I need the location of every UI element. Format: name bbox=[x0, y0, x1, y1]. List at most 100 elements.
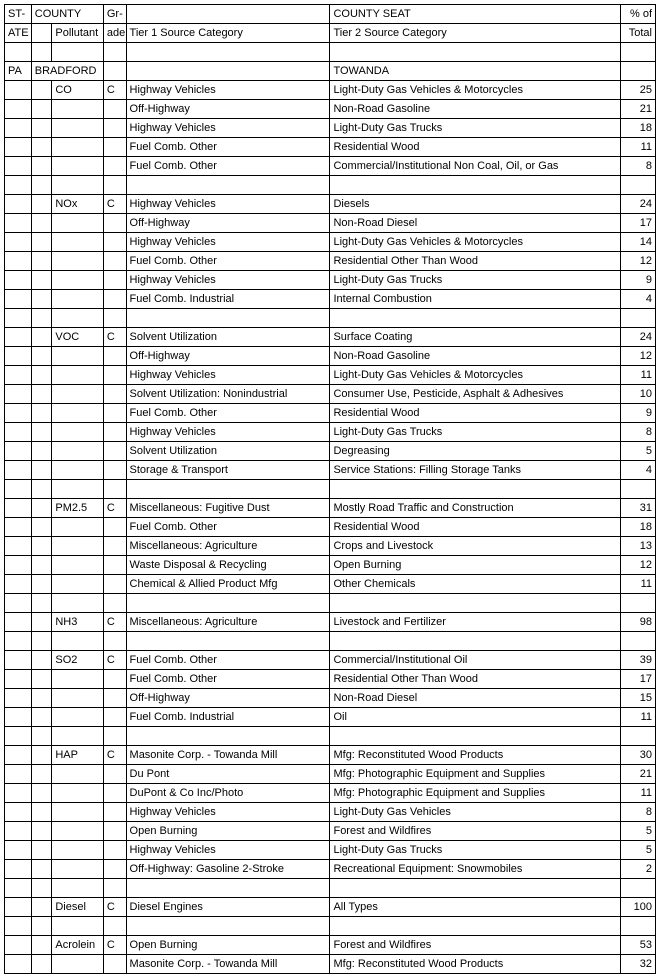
table-row: DuPont & Co Inc/PhotoMfg: Photographic E… bbox=[5, 784, 656, 803]
tier2-cell: Mfg: Photographic Equipment and Supplies bbox=[330, 784, 620, 803]
pct-cell: 11 bbox=[620, 138, 655, 157]
tier1-cell: Storage & Transport bbox=[126, 461, 330, 480]
hdr-tier1: Tier 1 Source Category bbox=[126, 24, 330, 43]
table-row bbox=[5, 727, 656, 746]
tier2-cell: Light-Duty Gas Trucks bbox=[330, 841, 620, 860]
tier2-cell: Internal Combustion bbox=[330, 290, 620, 309]
tier1-cell: Off-Highway bbox=[126, 100, 330, 119]
tier1-cell: Highway Vehicles bbox=[126, 271, 330, 290]
tier2-cell: Diesels bbox=[330, 195, 620, 214]
table-row bbox=[5, 917, 656, 936]
table-row: NH3CMiscellaneous: AgricultureLivestock … bbox=[5, 613, 656, 632]
tier1-cell: Highway Vehicles bbox=[126, 81, 330, 100]
tier2-cell: Recreational Equipment: Snowmobiles bbox=[330, 860, 620, 879]
tier2-cell: Surface Coating bbox=[330, 328, 620, 347]
pollutant-cell: NOx bbox=[52, 195, 104, 214]
hdr-pct: % of bbox=[620, 5, 655, 24]
tier1-cell: Off-Highway: Gasoline 2-Stroke bbox=[126, 860, 330, 879]
tier1-cell: Miscellaneous: Agriculture bbox=[126, 613, 330, 632]
table-row bbox=[5, 480, 656, 499]
pct-cell: 13 bbox=[620, 537, 655, 556]
table-row: DieselCDiesel EnginesAll Types100 bbox=[5, 898, 656, 917]
tier1-cell: Fuel Comb. Other bbox=[126, 651, 330, 670]
table-row: Off-HighwayNon-Road Gasoline12 bbox=[5, 347, 656, 366]
tier2-cell: Non-Road Gasoline bbox=[330, 347, 620, 366]
tier1-cell: Chemical & Allied Product Mfg bbox=[126, 575, 330, 594]
pct-cell: 5 bbox=[620, 841, 655, 860]
tier1-cell: Diesel Engines bbox=[126, 898, 330, 917]
pct-cell: 11 bbox=[620, 784, 655, 803]
tier2-cell: Residential Other Than Wood bbox=[330, 670, 620, 689]
grade-cell: C bbox=[103, 651, 126, 670]
hdr-grade: Gr- bbox=[103, 5, 126, 24]
pct-cell: 30 bbox=[620, 746, 655, 765]
tier1-cell: Fuel Comb. Other bbox=[126, 138, 330, 157]
pct-cell: 31 bbox=[620, 499, 655, 518]
pct-cell: 17 bbox=[620, 670, 655, 689]
tier2-cell: Open Burning bbox=[330, 556, 620, 575]
grade-cell: C bbox=[103, 328, 126, 347]
tier1-cell: Fuel Comb. Industrial bbox=[126, 708, 330, 727]
pct-cell: 21 bbox=[620, 765, 655, 784]
tier1-cell: Fuel Comb. Other bbox=[126, 518, 330, 537]
table-row: Fuel Comb. OtherResidential Other Than W… bbox=[5, 252, 656, 271]
tier2-cell: Consumer Use, Pesticide, Asphalt & Adhes… bbox=[330, 385, 620, 404]
table-row: Highway VehiclesLight-Duty Gas Vehicles8 bbox=[5, 803, 656, 822]
pollutant-cell: VOC bbox=[52, 328, 104, 347]
table-row: Solvent Utilization: NonindustrialConsum… bbox=[5, 385, 656, 404]
tier2-cell: Residential Wood bbox=[330, 518, 620, 537]
grade-cell: C bbox=[103, 746, 126, 765]
pct-cell: 9 bbox=[620, 404, 655, 423]
pct-cell: 8 bbox=[620, 423, 655, 442]
pct-cell: 11 bbox=[620, 708, 655, 727]
table-row: Waste Disposal & RecyclingOpen Burning12 bbox=[5, 556, 656, 575]
pct-cell: 21 bbox=[620, 100, 655, 119]
table-row: VOCCSolvent UtilizationSurface Coating24 bbox=[5, 328, 656, 347]
hdr-state2: ATE bbox=[5, 24, 32, 43]
tier2-cell: Light-Duty Gas Trucks bbox=[330, 271, 620, 290]
table-row: Off-HighwayNon-Road Gasoline21 bbox=[5, 100, 656, 119]
tier1-cell: Fuel Comb. Other bbox=[126, 157, 330, 176]
tier1-cell: Highway Vehicles bbox=[126, 423, 330, 442]
header-row-1: ST-COUNTYGr-COUNTY SEAT% of bbox=[5, 5, 656, 24]
hdr-grade2: ade bbox=[103, 24, 126, 43]
pct-cell: 53 bbox=[620, 936, 655, 955]
tier1-cell: Highway Vehicles bbox=[126, 119, 330, 138]
pct-cell: 4 bbox=[620, 461, 655, 480]
table-row: Fuel Comb. OtherCommercial/Institutional… bbox=[5, 157, 656, 176]
tier2-cell: Residential Wood bbox=[330, 138, 620, 157]
tier2-cell: Mfg: Reconstituted Wood Products bbox=[330, 955, 620, 974]
hdr-pct2: Total bbox=[620, 24, 655, 43]
table-row bbox=[5, 879, 656, 898]
tier1-cell: Highway Vehicles bbox=[126, 195, 330, 214]
pct-cell: 12 bbox=[620, 347, 655, 366]
table-row: Off-Highway: Gasoline 2-StrokeRecreation… bbox=[5, 860, 656, 879]
tier2-cell: Oil bbox=[330, 708, 620, 727]
table-row: Solvent UtilizationDegreasing5 bbox=[5, 442, 656, 461]
hdr-countyseat: COUNTY SEAT bbox=[330, 5, 620, 24]
tier2-cell: Livestock and Fertilizer bbox=[330, 613, 620, 632]
tier2-cell: Forest and Wildfires bbox=[330, 822, 620, 841]
table-row: Fuel Comb. OtherResidential Wood9 bbox=[5, 404, 656, 423]
table-row: Off-HighwayNon-Road Diesel17 bbox=[5, 214, 656, 233]
tier2-cell: Light-Duty Gas Vehicles & Motorcycles bbox=[330, 81, 620, 100]
table-row: Fuel Comb. IndustrialInternal Combustion… bbox=[5, 290, 656, 309]
table-row: Fuel Comb. OtherResidential Wood18 bbox=[5, 518, 656, 537]
tier1-cell: Highway Vehicles bbox=[126, 841, 330, 860]
table-row: Storage & TransportService Stations: Fil… bbox=[5, 461, 656, 480]
table-row bbox=[5, 594, 656, 613]
pct-cell: 24 bbox=[620, 195, 655, 214]
pct-cell: 32 bbox=[620, 955, 655, 974]
table-row: SO2CFuel Comb. OtherCommercial/Instituti… bbox=[5, 651, 656, 670]
table-row: Highway VehiclesLight-Duty Gas Trucks9 bbox=[5, 271, 656, 290]
pollutant-cell: PM2.5 bbox=[52, 499, 104, 518]
tier2-cell: Non-Road Diesel bbox=[330, 689, 620, 708]
tier2-cell: Non-Road Gasoline bbox=[330, 100, 620, 119]
pct-cell: 5 bbox=[620, 822, 655, 841]
pollutant-cell: SO2 bbox=[52, 651, 104, 670]
table-row: Highway VehiclesLight-Duty Gas Trucks8 bbox=[5, 423, 656, 442]
county-row: PABRADFORDTOWANDA bbox=[5, 62, 656, 81]
table-row: Open BurningForest and Wildfires5 bbox=[5, 822, 656, 841]
tier1-cell: Masonite Corp. - Towanda Mill bbox=[126, 746, 330, 765]
pct-cell: 15 bbox=[620, 689, 655, 708]
